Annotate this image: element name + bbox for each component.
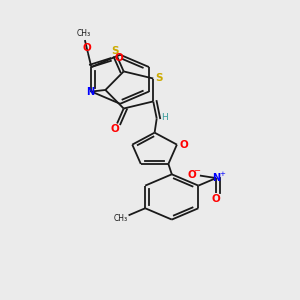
Text: −: − [193, 166, 200, 175]
Text: O: O [114, 53, 123, 63]
Text: CH₃: CH₃ [76, 29, 90, 38]
Text: O: O [212, 194, 220, 204]
Text: N: N [212, 173, 220, 183]
Text: O: O [179, 140, 188, 150]
Text: +: + [219, 171, 225, 177]
Text: N: N [86, 88, 94, 98]
Text: S: S [111, 46, 118, 56]
Text: O: O [82, 43, 91, 52]
Text: O: O [110, 124, 119, 134]
Text: O: O [188, 170, 197, 180]
Text: CH₃: CH₃ [113, 214, 128, 223]
Text: H: H [161, 113, 168, 122]
Text: S: S [155, 73, 163, 83]
